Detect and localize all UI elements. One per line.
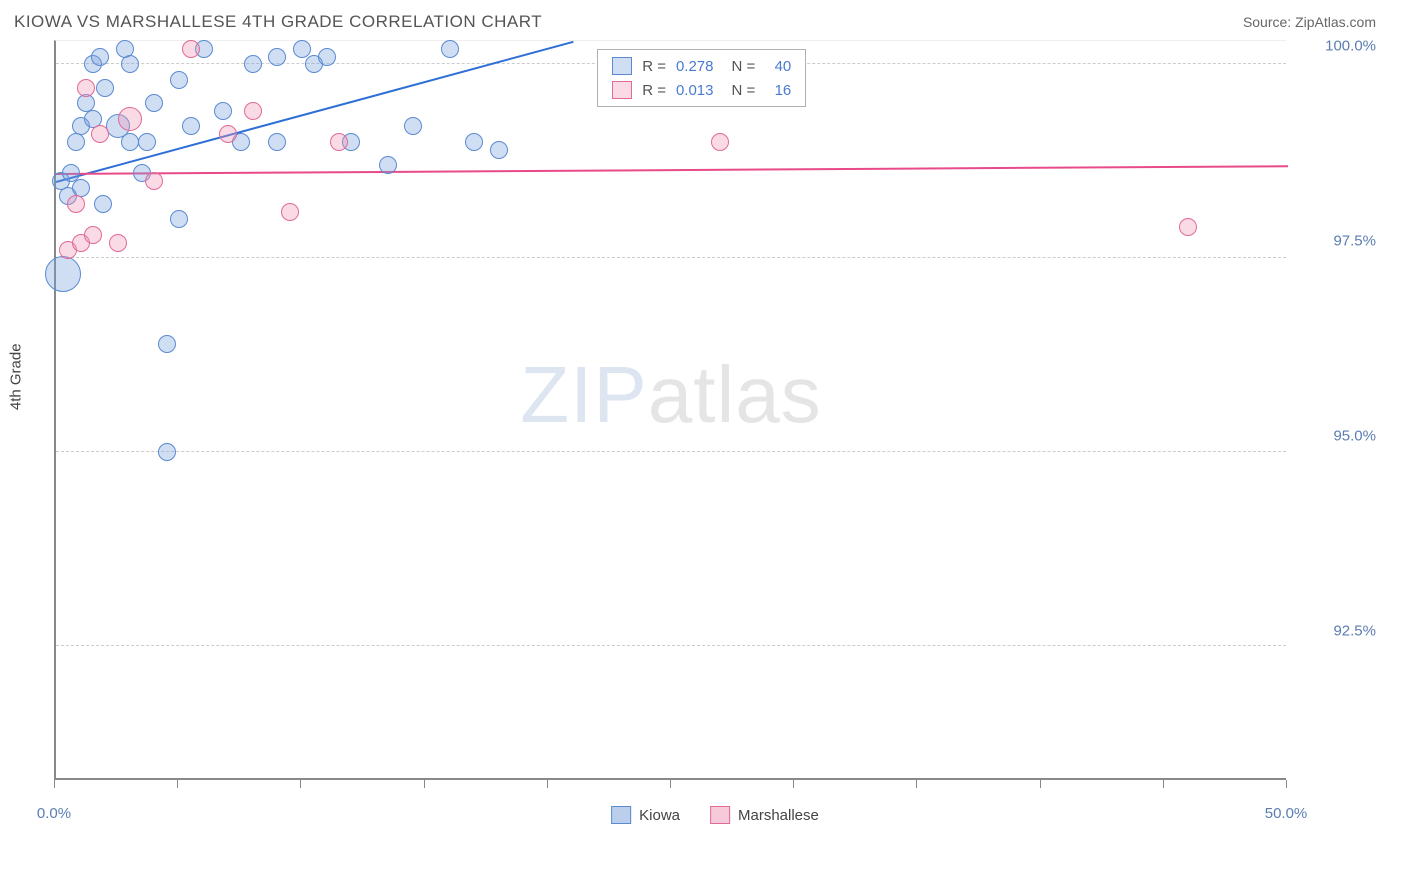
data-point xyxy=(268,48,286,66)
data-point xyxy=(490,141,508,159)
data-point xyxy=(45,256,81,292)
data-point xyxy=(109,234,127,252)
data-point xyxy=(268,133,286,151)
legend-item: Kiowa xyxy=(611,806,680,824)
x-tick-label: 50.0% xyxy=(1265,805,1308,822)
data-point xyxy=(91,48,109,66)
x-tick xyxy=(793,780,794,788)
data-point xyxy=(182,40,200,58)
legend: Kiowa Marshallese xyxy=(611,806,819,824)
y-tick-label: 97.5% xyxy=(1333,233,1376,250)
series-swatch xyxy=(612,81,632,99)
data-point xyxy=(244,55,262,73)
stats-row: R = 0.278 N = 40 xyxy=(598,54,805,78)
data-point xyxy=(67,133,85,151)
data-point xyxy=(182,117,200,135)
stats-box: R = 0.278 N = 40 R = 0.013 N = 16 xyxy=(597,49,806,107)
data-point xyxy=(219,125,237,143)
data-point xyxy=(379,156,397,174)
x-tick xyxy=(916,780,917,788)
legend-label: Marshallese xyxy=(738,807,819,824)
trend-line xyxy=(56,166,1288,176)
series-swatch xyxy=(612,57,632,75)
data-point xyxy=(318,48,336,66)
x-tick xyxy=(424,780,425,788)
data-point xyxy=(96,79,114,97)
data-point xyxy=(1179,218,1197,236)
data-point xyxy=(170,71,188,89)
data-point xyxy=(441,40,459,58)
stat-n-label: N = xyxy=(732,82,756,99)
legend-item: Marshallese xyxy=(710,806,819,824)
legend-swatch xyxy=(611,806,631,824)
grid-line xyxy=(56,257,1286,258)
chart-area: 4th Grade ZIPatlas R =0.278N =40R =0.013… xyxy=(44,40,1386,830)
data-point xyxy=(77,79,95,97)
data-point xyxy=(170,210,188,228)
chart-header: KIOWA VS MARSHALLESE 4TH GRADE CORRELATI… xyxy=(0,0,1406,40)
data-point xyxy=(465,133,483,151)
x-tick-label: 0.0% xyxy=(37,805,71,822)
data-point xyxy=(84,226,102,244)
grid-line xyxy=(56,645,1286,646)
data-point xyxy=(404,117,422,135)
legend-swatch xyxy=(710,806,730,824)
stat-n-value: 40 xyxy=(765,58,791,75)
x-tick xyxy=(177,780,178,788)
x-tick xyxy=(54,780,55,788)
data-point xyxy=(138,133,156,151)
data-point xyxy=(67,195,85,213)
x-tick xyxy=(1040,780,1041,788)
x-tick xyxy=(670,780,671,788)
chart-title: KIOWA VS MARSHALLESE 4TH GRADE CORRELATI… xyxy=(14,12,542,32)
y-axis-label: 4th Grade xyxy=(8,343,25,410)
data-point xyxy=(158,443,176,461)
data-point xyxy=(214,102,232,120)
watermark-part2: atlas xyxy=(648,350,822,439)
chart-source: Source: ZipAtlas.com xyxy=(1243,14,1376,30)
data-point xyxy=(158,335,176,353)
data-point xyxy=(145,172,163,190)
y-tick-label: 100.0% xyxy=(1325,38,1376,55)
data-point xyxy=(94,195,112,213)
data-point xyxy=(244,102,262,120)
data-point xyxy=(281,203,299,221)
y-tick-label: 95.0% xyxy=(1333,427,1376,444)
data-point xyxy=(121,55,139,73)
watermark-part1: ZIP xyxy=(520,350,647,439)
stat-r-value: 0.278 xyxy=(676,58,714,75)
x-tick xyxy=(547,780,548,788)
data-point xyxy=(330,133,348,151)
y-tick-label: 92.5% xyxy=(1333,622,1376,639)
data-point xyxy=(145,94,163,112)
watermark: ZIPatlas xyxy=(520,349,821,441)
stat-r-label: R = xyxy=(642,82,666,99)
data-point xyxy=(91,125,109,143)
x-tick xyxy=(1163,780,1164,788)
data-point xyxy=(293,40,311,58)
stat-n-label: N = xyxy=(732,58,756,75)
x-tick xyxy=(1286,780,1287,788)
stats-row: R = 0.013 N = 16 xyxy=(598,78,805,102)
stat-r-label: R = xyxy=(642,58,666,75)
x-tick xyxy=(300,780,301,788)
grid-line xyxy=(56,451,1286,452)
stat-n-value: 16 xyxy=(765,82,791,99)
stat-r-value: 0.013 xyxy=(676,82,714,99)
data-point xyxy=(711,133,729,151)
data-point xyxy=(121,133,139,151)
legend-label: Kiowa xyxy=(639,807,680,824)
plot-region: ZIPatlas R = 0.278 N = 40 R = 0.013 N = 16 xyxy=(54,40,1286,780)
data-point xyxy=(118,107,142,131)
